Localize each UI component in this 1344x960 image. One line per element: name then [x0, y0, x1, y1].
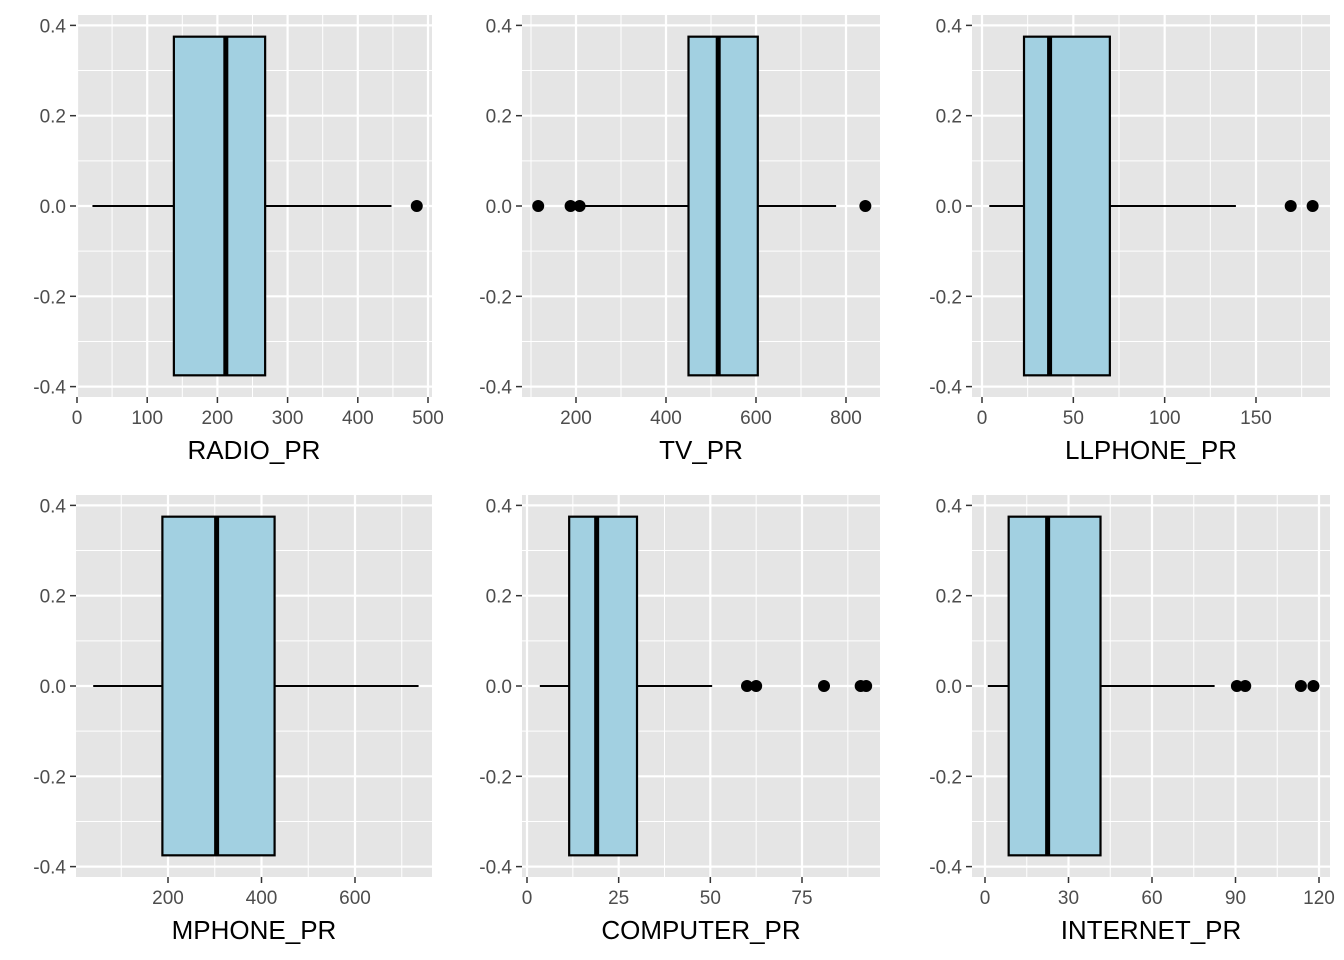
y-tick-label: -0.4 [929, 378, 962, 399]
plot-area [972, 15, 1330, 397]
y-tick-label: 0.2 [936, 587, 962, 608]
boxplot-panel-5: -0.4 -0.2 0.0 0.2 0.4 0 25 50 75 COMPUTER_PR [479, 495, 880, 945]
y-tick-label: 0.4 [486, 496, 513, 517]
x-tick-label: 400 [650, 408, 682, 429]
boxplot-panel-6: -0.4 -0.2 0.0 0.2 0.4 0 30 60 90 120 INTERNET_PR [929, 495, 1335, 945]
x-tick-label: 150 [1240, 408, 1272, 429]
x-tick-label: 300 [272, 408, 304, 429]
x-tick-label: 400 [246, 888, 278, 909]
iqr-box [1022, 35, 1111, 377]
x-tick-label: 200 [560, 408, 592, 429]
y-tick-label: 0.4 [40, 496, 67, 517]
outlier-point [1230, 680, 1243, 692]
x-tick-label: 500 [412, 408, 444, 429]
outlier-point [1239, 680, 1252, 692]
x-tick-label: 0 [522, 888, 533, 909]
outlier-point [1284, 200, 1297, 212]
y-tick-label: -0.4 [33, 858, 66, 879]
outlier-point [564, 200, 577, 212]
x-tick-label: 50 [1063, 408, 1084, 429]
y-tick-label: 0.0 [936, 677, 962, 698]
x-tick-label: 120 [1303, 888, 1335, 909]
iqr-box [568, 515, 639, 857]
outlier-point [573, 200, 586, 212]
x-axis-title: INTERNET_PR [1061, 915, 1242, 945]
x-axis-title: LLPHONE_PR [1065, 435, 1237, 465]
outlier-point [750, 680, 763, 692]
x-tick-label: 30 [1058, 888, 1079, 909]
y-tick-label: -0.2 [479, 767, 512, 788]
x-tick-label: 600 [740, 408, 772, 429]
y-tick-label: 0.0 [40, 677, 66, 698]
outlier-point [818, 680, 830, 692]
y-tick-label: 0.2 [40, 107, 66, 128]
y-tick-label: 0.4 [936, 496, 963, 517]
y-tick-label: -0.4 [479, 378, 512, 399]
x-tick-label: 90 [1225, 888, 1246, 909]
iqr-box [172, 35, 267, 377]
boxplot-panel-1: -0.4 -0.2 0.0 0.2 0.4 0 100 200 300 400 500 RADIO_P… [33, 15, 444, 465]
x-tick-label: 800 [830, 408, 862, 429]
plot-area [522, 495, 880, 877]
outlier-point [859, 200, 872, 212]
outlier-point [860, 680, 873, 692]
y-tick-label: -0.2 [929, 767, 962, 788]
plot-area [76, 15, 432, 397]
y-tick-label: 0.2 [486, 107, 512, 128]
boxplot-panel-2: -0.4 -0.2 0.0 0.2 0.4 200 400 600 800 TV_PR [479, 15, 880, 465]
y-tick-label: 0.4 [40, 16, 67, 37]
x-tick-label: 75 [791, 888, 812, 909]
y-tick-label: 0.0 [486, 677, 512, 698]
x-tick-label: 100 [1149, 408, 1181, 429]
outlier-point [1294, 680, 1307, 692]
outlier-point [532, 200, 545, 212]
y-tick-label: 0.4 [936, 16, 963, 37]
y-tick-label: 0.0 [936, 197, 962, 218]
x-tick-label: 400 [342, 408, 374, 429]
x-tick-label: 0 [980, 888, 991, 909]
x-axis-title: MPHONE_PR [172, 915, 337, 945]
iqr-box [1007, 515, 1102, 857]
x-tick-label: 200 [202, 408, 234, 429]
outlier-point [1306, 200, 1319, 212]
x-axis-title: RADIO_PR [188, 435, 321, 465]
plot-area [522, 15, 880, 397]
outlier-point [410, 200, 423, 212]
x-tick-label: 0 [977, 408, 988, 429]
y-tick-label: -0.2 [479, 287, 512, 308]
y-tick-label: -0.2 [929, 287, 962, 308]
y-tick-label: -0.2 [33, 287, 66, 308]
outlier-point [741, 680, 753, 692]
x-tick-label: 50 [700, 888, 721, 909]
x-tick-label: 600 [339, 888, 371, 909]
plot-area [76, 495, 432, 877]
x-tick-label: 200 [152, 888, 184, 909]
x-axis-title: COMPUTER_PR [601, 915, 800, 945]
outlier-point [1307, 680, 1320, 692]
y-tick-label: 0.2 [40, 587, 66, 608]
plot-area [972, 495, 1330, 877]
x-tick-label: 60 [1141, 888, 1162, 909]
y-tick-label: 0.0 [40, 197, 66, 218]
y-tick-label: 0.4 [486, 16, 513, 37]
y-tick-label: -0.4 [33, 378, 66, 399]
y-tick-label: 0.2 [936, 107, 962, 128]
y-tick-label: 0.2 [486, 587, 512, 608]
x-tick-label: 100 [131, 408, 163, 429]
x-tick-label: 0 [72, 408, 83, 429]
y-tick-label: -0.2 [33, 767, 66, 788]
x-axis-title: TV_PR [659, 435, 743, 465]
y-tick-label: -0.4 [929, 858, 962, 879]
iqr-box [687, 35, 759, 377]
y-tick-label: -0.4 [479, 858, 512, 879]
x-tick-label: 25 [608, 888, 629, 909]
y-tick-label: 0.0 [486, 197, 512, 218]
